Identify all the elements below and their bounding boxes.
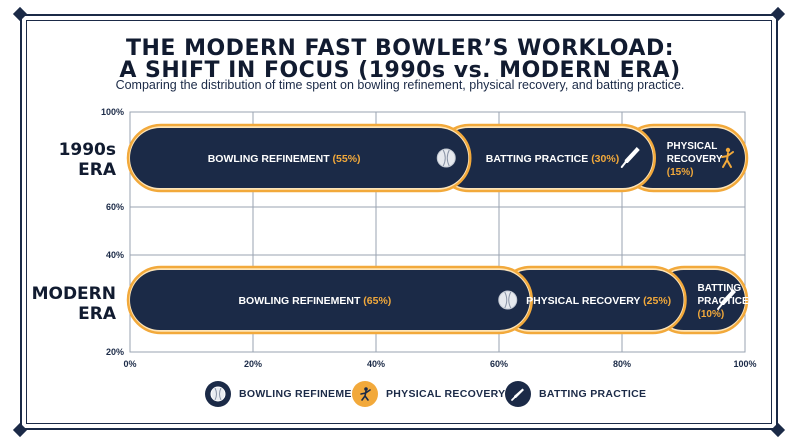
y-tick-label: 40%	[106, 250, 124, 260]
row-label-modern: MODERN ERA	[16, 284, 116, 324]
segment-value: (10%)	[698, 309, 725, 320]
row-label-1990s-line-2: ERA	[78, 160, 116, 180]
bar-segment-label: PHYSICAL RECOVERY (25%)	[526, 295, 671, 307]
x-tick-label: 100%	[733, 359, 756, 369]
bar-segment	[438, 128, 653, 188]
legend-label: BOWLING REFINEMENT	[239, 388, 367, 400]
segment-value: (15%)	[667, 167, 694, 178]
legend-label: PHYSICAL RECOVERY	[386, 388, 506, 400]
bar-row-1990s: BOWLING REFINEMENT (55%) BATTING PRACTICE…	[126, 123, 749, 193]
y-tick-label: 20%	[106, 347, 124, 357]
cricket-bat-icon	[721, 289, 736, 305]
cricket-bat-icon	[624, 147, 640, 163]
cricket-ball-icon	[436, 148, 456, 168]
y-tick-label: 60%	[106, 202, 124, 212]
stretching-figure-icon	[352, 381, 378, 407]
segment-value: (55%)	[333, 153, 361, 165]
row-label-modern-line-2: ERA	[78, 304, 116, 324]
ball-seam	[442, 149, 450, 167]
bat-handle	[717, 303, 723, 310]
segment-name: BOWLING REFINEMENT	[238, 295, 363, 307]
segment-name: PHYSICAL	[667, 141, 718, 152]
bar-row-modern: BOWLING REFINEMENT (65%) PHYSICAL RECOVER…	[126, 265, 749, 335]
row-label-modern-line-1: MODERN	[31, 284, 116, 304]
stretching-figure-icon	[725, 147, 731, 153]
legend-item-physical-recovery: PHYSICAL RECOVERY	[352, 380, 505, 408]
chart-title-line-1: THE MODERN FAST BOWLER’S WORKLOAD:	[125, 36, 675, 61]
segment-name: BOWLING REFINEMENT	[208, 153, 333, 165]
row-label-1990s-line-1: 1990s	[58, 140, 116, 160]
legend: BOWLING REFINEMENT PHYSICAL RECOVERY BAT…	[0, 380, 800, 408]
bar-segment	[499, 270, 684, 330]
bar-segment	[622, 128, 745, 188]
chart-title-line-2: A SHIFT IN FOCUS (1990s vs. MODERN ERA)	[119, 58, 681, 83]
figure-body	[721, 151, 734, 168]
x-tick-label: 60%	[490, 359, 508, 369]
legend-label: BATTING PRACTICE	[539, 388, 647, 400]
segment-name: PHYSICAL RECOVERY	[526, 295, 643, 307]
row-label-1990s: 1990s ERA	[16, 140, 116, 180]
inner-frame	[26, 20, 772, 424]
x-tick-label: 20%	[244, 359, 262, 369]
legend-item-bowling-refinement: BOWLING REFINEMENT	[205, 380, 366, 408]
segment-value: (30%)	[591, 153, 619, 165]
x-tick-label: 0%	[123, 359, 136, 369]
bar-segment-label: BOWLING REFINEMENT (55%)	[208, 153, 361, 165]
x-tick-label: 40%	[367, 359, 385, 369]
ball-seam	[504, 291, 512, 309]
bar-segment-label: BATTING PRACTICE (30%)	[486, 153, 619, 165]
outer-frame	[20, 14, 778, 430]
x-tick-label: 80%	[613, 359, 631, 369]
segment-name: BATTING	[698, 283, 742, 294]
segment-value: (65%)	[363, 295, 391, 307]
y-tick-label: 100%	[101, 107, 124, 117]
segment-name: BATTING PRACTICE	[486, 153, 591, 165]
cricket-ball-icon	[205, 381, 231, 407]
chart-subtitle: Comparing the distribution of time spent…	[115, 78, 685, 92]
bar-segment-label: BOWLING REFINEMENT (65%)	[238, 295, 391, 307]
legend-item-batting-practice: BATTING PRACTICE	[505, 380, 646, 408]
bar-segment	[130, 128, 469, 188]
bat-handle	[620, 161, 627, 168]
segment-value: (25%)	[643, 295, 671, 307]
cricket-ball-icon	[498, 290, 518, 310]
bar-segment	[130, 270, 530, 330]
segment-name: RECOVERY	[667, 154, 723, 165]
cricket-bat-icon	[505, 381, 531, 407]
